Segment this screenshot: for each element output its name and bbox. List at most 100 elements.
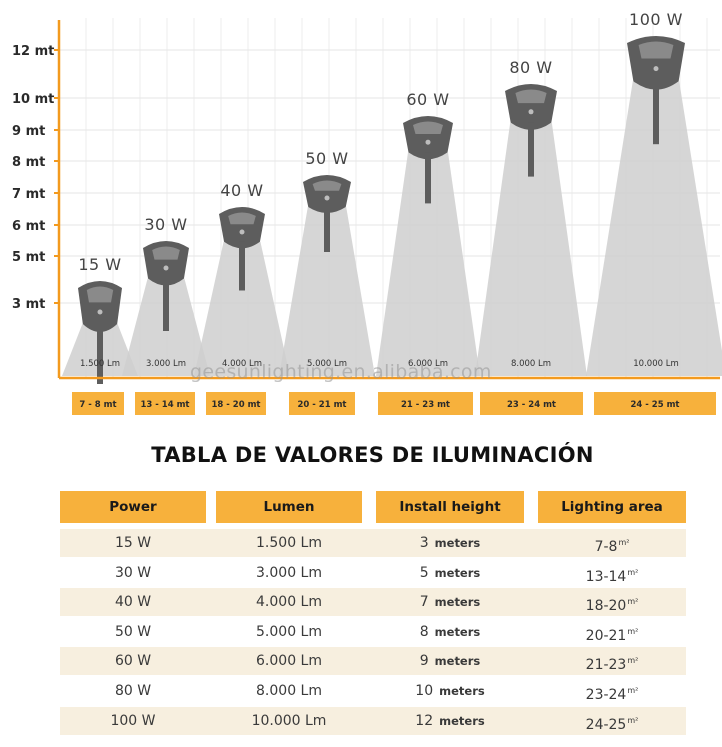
lamp-pole: [239, 241, 245, 291]
area-label: 24 - 25 mt: [631, 400, 680, 410]
height-value: 7: [419, 594, 429, 610]
watt-label: 30 W: [144, 215, 187, 234]
height-value: 8: [419, 624, 429, 640]
area-box: [378, 392, 473, 415]
area-box: [480, 392, 583, 415]
lamp-pole: [653, 81, 659, 145]
watt-label: 100 W: [629, 10, 683, 29]
y-tick-label: 9 mt: [12, 124, 45, 139]
lamp-lens: [86, 286, 114, 303]
area-box: [289, 392, 355, 415]
lamp-pole: [528, 122, 534, 177]
lumen-label: 1.500 Lm: [80, 359, 120, 369]
lamp-lens: [152, 246, 180, 260]
lighting-area-cell: 18-20m²: [538, 588, 686, 616]
y-tick-label: 6 mt: [12, 219, 45, 234]
area-value: 7-8: [594, 539, 618, 555]
lamp-pole: [425, 152, 431, 204]
lumen-label: 3.000 Lm: [146, 359, 186, 369]
header-install-height: Install height: [376, 491, 524, 523]
power-cell: 60 W: [114, 653, 152, 669]
illumination-chart: 12 mt 10 mt 9 mt 8 mt 7 mt 6 mt 5 mt 3 mt 15 W 1.…: [12, 10, 722, 415]
watt-label: 80 W: [509, 58, 552, 77]
lamp-sensor: [97, 309, 103, 315]
table-row: 80 W 8.000 Lm 10 meters 23-24m²: [60, 677, 686, 705]
y-tick-label: 7 mt: [12, 187, 45, 202]
lumen-cell: 3.000 Lm: [256, 565, 322, 581]
lumen-cell: 8.000 Lm: [256, 683, 322, 699]
lighting-area-cell: 20-21m²: [538, 618, 686, 646]
lumen-cell: 5.000 Lm: [256, 624, 322, 640]
area-value: 21-23: [585, 657, 627, 673]
area-unit: m²: [627, 656, 639, 665]
area-value: 23-24: [585, 687, 627, 703]
power-cell: 80 W: [114, 683, 152, 699]
area-label: 13 - 14 mt: [141, 400, 190, 410]
area-value: 20-21: [585, 628, 627, 644]
area-label: 23 - 24 mt: [507, 400, 556, 410]
y-tick-label: 5 mt: [12, 250, 45, 265]
lumen-label: 8.000 Lm: [511, 359, 551, 369]
y-tick-label: 3 mt: [12, 297, 45, 312]
lamp-lens: [638, 41, 674, 59]
chart-labels: 12 mt 10 mt 9 mt 8 mt 7 mt 6 mt 5 mt 3 mt 15 W 1.…: [12, 10, 716, 415]
lamp-sensor: [528, 109, 534, 115]
area-unit: m²: [627, 716, 639, 725]
lumen-cell: 4.000 Lm: [256, 594, 322, 610]
lighting-area-cell: 24-25m²: [538, 707, 686, 735]
lamp-sensor: [324, 195, 330, 201]
area-value: 24-25: [585, 717, 627, 733]
lighting-area-cell: 21-23m²: [538, 647, 686, 675]
height-unit: meters: [434, 566, 481, 580]
lamp-lens: [515, 89, 547, 104]
height-unit: meters: [439, 684, 485, 698]
area-label: 20 - 21 mt: [298, 400, 347, 410]
install-height-cell: 8 meters: [376, 618, 524, 646]
lamp-lens: [228, 212, 256, 225]
area-label: 18 - 20 mt: [212, 400, 261, 410]
area-unit: m²: [627, 627, 639, 636]
table-row: 30 W 3.000 Lm 5 meters 13-14m²: [60, 559, 686, 587]
light-beam: [586, 81, 722, 376]
area-box: [206, 392, 266, 415]
install-height-cell: 5 meters: [376, 559, 524, 587]
light-beam: [279, 207, 375, 376]
table-row: 60 W 6.000 Lm 9 meters 21-23m²: [60, 647, 686, 675]
y-tick-label: 12 mt: [12, 44, 54, 59]
install-height-cell: 9 meters: [376, 647, 524, 675]
header-lumen: Lumen: [216, 491, 362, 523]
lamp-fixtures: [78, 36, 685, 384]
area-unit: m²: [627, 568, 639, 577]
watt-label: 60 W: [406, 90, 449, 109]
lamp-lens: [312, 180, 342, 191]
lumen-cell: 1.500 Lm: [256, 535, 322, 551]
power-cell: 30 W: [114, 565, 152, 581]
lamp-lens: [413, 121, 443, 135]
lighting-area-cell: 13-14m²: [538, 559, 686, 587]
install-height-cell: 12 meters: [376, 707, 524, 735]
height-unit: meters: [434, 625, 481, 639]
area-label: 7 - 8 mt: [79, 400, 116, 410]
area-unit: m²: [618, 538, 630, 547]
area-unit: m²: [627, 686, 639, 695]
y-tick-label: 10 mt: [12, 92, 54, 107]
table-row: 15 W 1.500 Lm 3 meters 7-8m²: [60, 529, 686, 557]
height-value: 10: [415, 683, 434, 699]
install-height-cell: 3 meters: [376, 529, 524, 557]
light-beams: [62, 81, 722, 376]
lumen-label: 5.000 Lm: [307, 359, 347, 369]
light-beam: [475, 122, 587, 376]
watermark: geesunlighting.en.alibaba.com: [190, 361, 492, 383]
area-box: [135, 392, 195, 415]
power-cell: 15 W: [114, 535, 152, 551]
area-value: 18-20: [585, 598, 627, 614]
area-label: 21 - 23 mt: [401, 400, 450, 410]
lighting-area-cell: 7-8m²: [538, 529, 686, 557]
height-value: 9: [419, 653, 429, 669]
height-unit: meters: [434, 595, 481, 609]
lumen-cell: 6.000 Lm: [256, 653, 322, 669]
area-box: [594, 392, 716, 415]
table-row: 40 W 4.000 Lm 7 meters 18-20m²: [60, 588, 686, 616]
power-cell: 50 W: [114, 624, 152, 640]
height-unit: meters: [434, 654, 481, 668]
